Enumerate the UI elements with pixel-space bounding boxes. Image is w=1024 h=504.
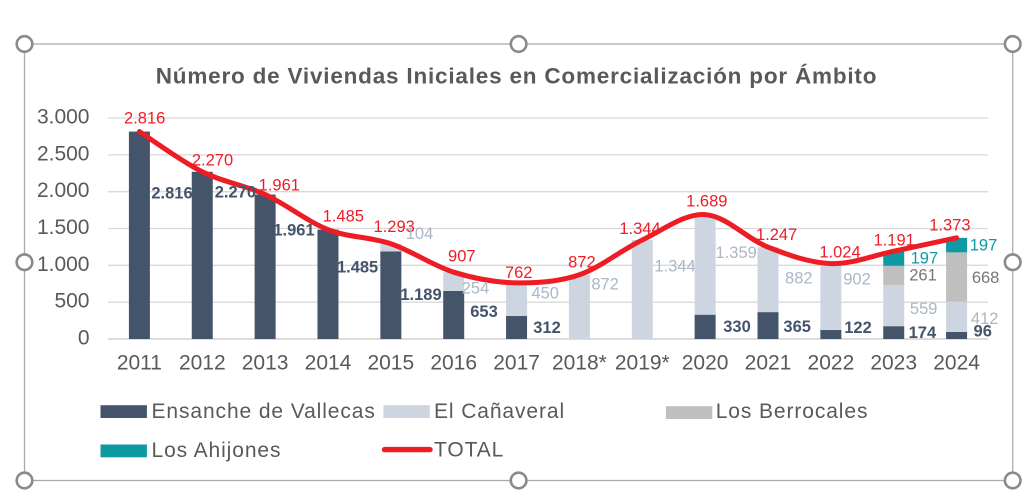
svg-text:762: 762: [505, 264, 533, 282]
svg-text:2.500: 2.500: [37, 142, 90, 165]
svg-text:TOTAL: TOTAL: [434, 439, 504, 462]
svg-text:2011: 2011: [117, 352, 162, 375]
svg-text:2024: 2024: [933, 352, 980, 375]
svg-text:El Cañaveral: El Cañaveral: [434, 400, 565, 423]
svg-text:122: 122: [844, 319, 872, 337]
svg-text:0: 0: [78, 327, 90, 350]
svg-text:1.485: 1.485: [323, 208, 364, 226]
svg-text:2016: 2016: [430, 352, 477, 375]
svg-text:2.816: 2.816: [151, 185, 192, 203]
svg-text:2021: 2021: [745, 352, 792, 375]
svg-text:2013: 2013: [242, 352, 289, 375]
svg-text:872: 872: [591, 276, 619, 294]
svg-text:559: 559: [910, 300, 938, 318]
svg-text:197: 197: [911, 250, 939, 268]
svg-text:174: 174: [909, 324, 937, 342]
svg-text:Los Ahijones: Los Ahijones: [152, 439, 282, 462]
svg-text:872: 872: [568, 254, 596, 272]
svg-text:2017: 2017: [493, 352, 540, 375]
svg-text:500: 500: [54, 290, 89, 313]
svg-text:1.485: 1.485: [337, 258, 378, 276]
svg-text:2023: 2023: [870, 352, 917, 375]
svg-text:882: 882: [785, 270, 813, 288]
svg-text:Los Berrocales: Los Berrocales: [716, 400, 869, 423]
svg-text:254: 254: [462, 280, 490, 298]
svg-text:2022: 2022: [808, 352, 855, 375]
svg-text:412: 412: [971, 310, 999, 328]
svg-text:907: 907: [448, 247, 476, 265]
svg-text:450: 450: [531, 285, 559, 303]
svg-text:Ensanche de Vallecas: Ensanche de Vallecas: [152, 400, 376, 423]
svg-text:2018*: 2018*: [552, 352, 607, 375]
svg-text:1.961: 1.961: [273, 221, 314, 239]
svg-text:330: 330: [723, 318, 751, 336]
svg-text:668: 668: [972, 269, 1000, 287]
svg-text:2015: 2015: [367, 352, 414, 375]
svg-text:1.961: 1.961: [259, 176, 300, 194]
svg-text:1.189: 1.189: [400, 286, 441, 304]
svg-text:1.359: 1.359: [716, 244, 757, 262]
svg-text:1.689: 1.689: [686, 193, 727, 211]
svg-text:2.000: 2.000: [37, 179, 90, 202]
svg-text:1.024: 1.024: [819, 243, 860, 261]
svg-text:1.373: 1.373: [929, 217, 970, 235]
svg-text:1.344: 1.344: [619, 220, 660, 238]
svg-text:2020: 2020: [682, 352, 729, 375]
svg-text:2.270: 2.270: [192, 151, 233, 169]
svg-text:104: 104: [406, 225, 434, 243]
svg-text:2012: 2012: [179, 352, 226, 375]
svg-text:365: 365: [783, 318, 811, 336]
svg-text:96: 96: [974, 323, 992, 341]
svg-text:197: 197: [970, 236, 998, 254]
svg-text:3.000: 3.000: [37, 106, 90, 129]
svg-text:2019*: 2019*: [615, 352, 670, 375]
svg-text:1.000: 1.000: [37, 253, 90, 276]
svg-text:2.816: 2.816: [124, 109, 165, 127]
svg-text:1.191: 1.191: [874, 232, 915, 250]
svg-text:1.293: 1.293: [374, 218, 415, 236]
svg-text:312: 312: [533, 319, 561, 337]
svg-text:2.270: 2.270: [215, 184, 256, 202]
svg-text:1.500: 1.500: [37, 216, 90, 239]
svg-text:261: 261: [909, 266, 937, 284]
svg-text:2014: 2014: [305, 352, 352, 375]
svg-text:Número de Viviendas Iniciales: Número de Viviendas Iniciales en Comerci…: [156, 64, 878, 89]
svg-text:1.247: 1.247: [756, 226, 797, 244]
svg-text:1.344: 1.344: [654, 257, 695, 275]
svg-text:653: 653: [470, 303, 498, 321]
svg-text:902: 902: [843, 270, 871, 288]
